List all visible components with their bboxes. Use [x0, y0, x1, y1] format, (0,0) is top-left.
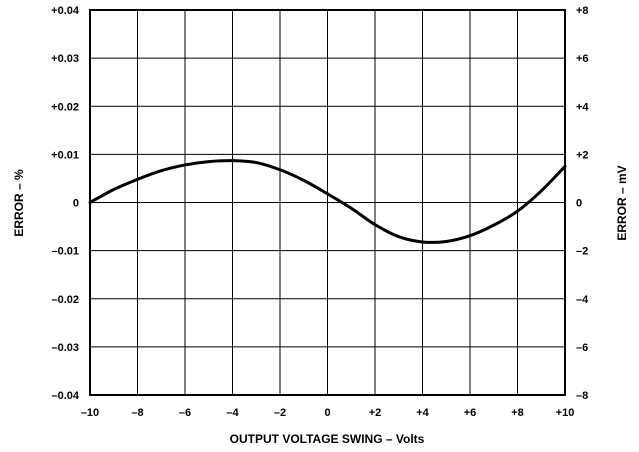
plot-area — [88, 159, 567, 244]
y-right-tick-label: –6 — [576, 342, 588, 354]
y-right-tick-labels: +8 +6 +4 +2 0 –2 –4 –6 –8 — [576, 5, 589, 402]
x-tick-label: 0 — [324, 407, 330, 419]
x-tick-label: +10 — [556, 407, 575, 419]
x-tick-label: –4 — [226, 407, 239, 419]
x-tick-label: –2 — [274, 407, 286, 419]
y-axis-label-left: ERROR – % — [12, 169, 26, 237]
x-tick-label: +8 — [511, 407, 524, 419]
y-left-tick-label: +0.01 — [51, 149, 79, 161]
y-left-tick-label: –0.03 — [51, 342, 79, 354]
y-left-tick-label: +0.03 — [51, 53, 79, 65]
x-tick-label: +6 — [464, 407, 477, 419]
y-left-tick-label: –0.04 — [51, 390, 79, 402]
error-curve-line — [88, 159, 567, 244]
y-axis-label-right: ERROR – mV — [615, 165, 629, 240]
x-tick-label: –6 — [179, 407, 191, 419]
y-left-tick-labels: +0.04 +0.03 +0.02 +0.01 0 –0.01 –0.02 –0.03 –0.0… — [51, 5, 80, 402]
x-tick-label: –10 — [81, 407, 99, 419]
y-right-tick-label: 0 — [576, 198, 582, 210]
y-left-tick-label: 0 — [73, 198, 79, 210]
y-left-tick-label: –0.01 — [51, 246, 79, 258]
y-right-tick-label: +6 — [576, 53, 589, 65]
y-right-tick-label: –8 — [576, 390, 588, 402]
y-left-tick-label: –0.02 — [51, 294, 79, 306]
y-right-tick-label: +2 — [576, 149, 589, 161]
y-right-tick-label: +8 — [576, 5, 589, 17]
y-right-tick-label: –4 — [576, 294, 589, 306]
y-left-tick-label: +0.02 — [51, 101, 79, 113]
x-tick-label: +2 — [369, 407, 382, 419]
x-tick-labels: –10 –8 –6 –4 –2 0 +2 +4 +6 +8 +10 — [81, 407, 575, 419]
y-right-tick-label: –2 — [576, 246, 588, 258]
y-left-tick-label: +0.04 — [51, 5, 80, 17]
x-axis-label: OUTPUT VOLTAGE SWING – Volts — [230, 432, 425, 446]
grid — [90, 10, 565, 395]
x-tick-label: +4 — [416, 407, 429, 419]
x-tick-label: –8 — [131, 407, 143, 419]
plot-frame — [89, 9, 566, 396]
y-right-tick-label: +4 — [576, 101, 589, 113]
